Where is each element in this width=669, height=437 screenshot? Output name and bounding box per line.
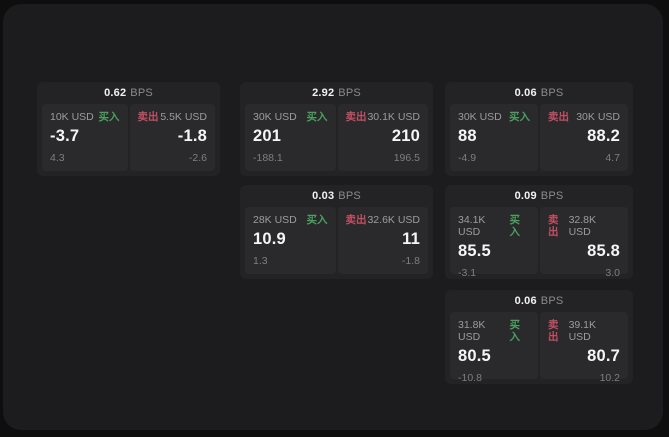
- sell-amount: 30.1K USD: [367, 111, 420, 123]
- bps-header: 0.06 BPS: [445, 290, 633, 312]
- buy-side-label: 买入: [306, 214, 328, 226]
- sell-amount: 32.6K USD: [367, 214, 420, 226]
- quote-tiles: 28K USD 买入 10.9 1.3 卖出 32.6K USD 11 -1.8: [240, 207, 433, 279]
- buy-amount: 10K USD: [50, 111, 94, 123]
- buy-change: -188.1: [253, 152, 283, 164]
- bps-value: 0.06: [514, 87, 537, 99]
- buy-price: 88: [458, 127, 477, 145]
- buy-amount: 31.8K USD: [458, 319, 486, 343]
- bps-header: 0.03 BPS: [240, 185, 433, 207]
- bps-unit-label: BPS: [540, 295, 564, 307]
- bps-value: 0.62: [104, 87, 127, 99]
- buy-tile[interactable]: 34.1K USD 买入 85.5 -3.1: [450, 207, 538, 279]
- sell-price: 85.8: [587, 242, 620, 260]
- buy-change: -3.1: [458, 267, 477, 279]
- sell-change: 10.2: [599, 372, 620, 384]
- quote-card: 2.92 BPS 30K USD 买入 201 -188.1 卖出 30.1K …: [240, 82, 433, 176]
- sell-change: 4.7: [605, 152, 620, 164]
- buy-price: 80.5: [458, 347, 491, 365]
- bps-unit-label: BPS: [540, 87, 564, 99]
- sell-side-label: 卖出: [548, 319, 559, 343]
- bps-value: 0.09: [514, 190, 537, 202]
- sell-price: 80.7: [587, 347, 620, 365]
- buy-side-label: 买入: [509, 214, 520, 238]
- sell-side-label: 卖出: [345, 111, 367, 123]
- buy-change: -4.9: [458, 152, 477, 164]
- bps-value: 0.06: [514, 295, 537, 307]
- quote-tiles: 31.8K USD 买入 80.5 -10.8 卖出 39.1K USD 80.…: [445, 312, 633, 384]
- quote-card: 0.06 BPS 31.8K USD 买入 80.5 -10.8 卖出 39.1…: [445, 290, 633, 384]
- quote-card: 0.03 BPS 28K USD 买入 10.9 1.3 卖出 32.6K US…: [240, 185, 433, 279]
- sell-price: 11: [402, 230, 420, 248]
- buy-change: 4.3: [50, 152, 65, 164]
- buy-side-label: 买入: [509, 319, 520, 343]
- bps-unit-label: BPS: [540, 190, 564, 202]
- buy-tile[interactable]: 31.8K USD 买入 80.5 -10.8: [450, 312, 538, 384]
- sell-tile[interactable]: 卖出 39.1K USD 80.7 10.2: [540, 312, 628, 384]
- quote-tiles: 10K USD 买入 -3.7 4.3 卖出 5.5K USD -1.8 -2.…: [37, 104, 220, 176]
- sell-change: 196.5: [393, 152, 420, 164]
- buy-amount: 34.1K USD: [458, 214, 486, 238]
- sell-amount: 32.8K USD: [568, 214, 597, 238]
- bps-header: 0.62 BPS: [37, 82, 220, 104]
- sell-change: -1.8: [401, 255, 420, 267]
- buy-tile[interactable]: 10K USD 买入 -3.7 4.3: [42, 104, 128, 171]
- quote-tiles: 30K USD 买入 201 -188.1 卖出 30.1K USD 210 1…: [240, 104, 433, 176]
- sell-tile[interactable]: 卖出 5.5K USD -1.8 -2.6: [129, 104, 215, 171]
- quote-card: 0.06 BPS 30K USD 买入 88 -4.9 卖出 30K USD 8…: [445, 82, 633, 176]
- sell-amount: 30K USD: [576, 111, 620, 123]
- sell-amount: 39.1K USD: [568, 319, 597, 343]
- buy-amount: 30K USD: [458, 111, 502, 123]
- quote-card: 0.62 BPS 10K USD 买入 -3.7 4.3 卖出 5.5K USD…: [37, 82, 220, 176]
- sell-side-label: 卖出: [137, 111, 159, 123]
- quote-card: 0.09 BPS 34.1K USD 买入 85.5 -3.1 卖出 32.8K…: [445, 185, 633, 279]
- quote-tiles: 34.1K USD 买入 85.5 -3.1 卖出 32.8K USD 85.8…: [445, 207, 633, 279]
- bps-value: 2.92: [312, 87, 335, 99]
- buy-side-label: 买入: [98, 111, 120, 123]
- buy-amount: 30K USD: [253, 111, 297, 123]
- bps-unit-label: BPS: [338, 190, 361, 202]
- buy-side-label: 买入: [306, 111, 328, 123]
- bps-unit-label: BPS: [338, 87, 361, 99]
- buy-price: -3.7: [50, 127, 80, 145]
- sell-side-label: 卖出: [548, 214, 559, 238]
- buy-change: 1.3: [253, 255, 268, 267]
- bps-header: 0.09 BPS: [445, 185, 633, 207]
- bps-unit-label: BPS: [130, 87, 153, 99]
- bps-header: 0.06 BPS: [445, 82, 633, 104]
- quote-tiles: 30K USD 买入 88 -4.9 卖出 30K USD 88.2 4.7: [445, 104, 633, 176]
- buy-side-label: 买入: [509, 111, 530, 123]
- buy-amount: 28K USD: [253, 214, 297, 226]
- sell-change: 3.0: [605, 267, 620, 279]
- sell-price: 210: [391, 127, 420, 145]
- sell-tile[interactable]: 卖出 32.8K USD 85.8 3.0: [540, 207, 628, 279]
- buy-price: 10.9: [253, 230, 286, 248]
- sell-change: -2.6: [188, 152, 207, 164]
- buy-tile[interactable]: 30K USD 买入 88 -4.9: [450, 104, 538, 171]
- sell-tile[interactable]: 卖出 32.6K USD 11 -1.8: [337, 207, 428, 274]
- sell-tile[interactable]: 卖出 30.1K USD 210 196.5: [337, 104, 428, 171]
- sell-side-label: 卖出: [548, 111, 569, 123]
- buy-tile[interactable]: 28K USD 买入 10.9 1.3: [245, 207, 336, 274]
- bps-header: 2.92 BPS: [240, 82, 433, 104]
- sell-side-label: 卖出: [345, 214, 367, 226]
- buy-price: 201: [253, 127, 282, 145]
- sell-tile[interactable]: 卖出 30K USD 88.2 4.7: [540, 104, 628, 171]
- sell-amount: 5.5K USD: [160, 111, 207, 123]
- buy-change: -10.8: [458, 372, 482, 384]
- sell-price: 88.2: [587, 127, 620, 145]
- bps-value: 0.03: [312, 190, 335, 202]
- buy-tile[interactable]: 30K USD 买入 201 -188.1: [245, 104, 336, 171]
- sell-price: -1.8: [177, 127, 207, 145]
- buy-price: 85.5: [458, 242, 491, 260]
